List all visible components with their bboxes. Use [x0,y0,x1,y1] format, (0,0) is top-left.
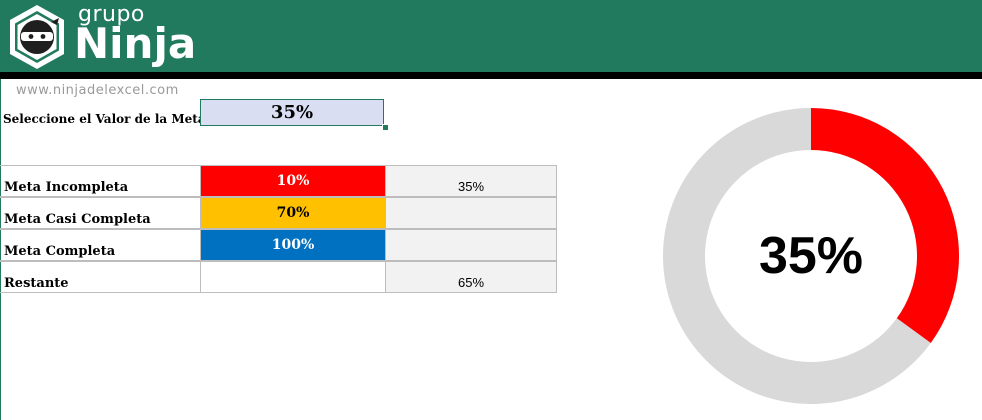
row-extra-cell[interactable] [385,197,557,229]
goal-value-cell[interactable]: 35% [200,99,384,126]
brand-small-text: grupo [78,2,145,27]
ninja-logo-icon [10,5,64,69]
donut-slice-goal[interactable] [811,108,959,343]
row-value-cell[interactable]: 70% [200,197,386,229]
brand-name: Ninja [74,19,197,68]
row-extra-cell[interactable]: 65% [385,261,557,293]
goal-selector-label: Seleccione el Valor de la Meta: [3,112,211,126]
row-label[interactable]: Meta Casi Completa [0,197,201,229]
website-link[interactable]: www.ninjadelexcel.com [16,83,179,98]
fill-handle[interactable] [382,124,389,131]
row-extra-cell[interactable] [385,229,557,261]
row-extra-cell[interactable]: 35% [385,165,557,197]
row-value-cell[interactable]: 10% [200,165,386,197]
row-label[interactable]: Meta Completa [0,229,201,261]
row-value-cell[interactable]: 100% [200,229,386,261]
header-banner: grupo Ninja [0,0,982,72]
donut-chart: 35% [663,108,959,404]
donut-center-label: 35% [758,227,864,285]
sheet-edge [0,79,1,420]
row-label[interactable]: Meta Incompleta [0,165,201,197]
donut-slice-remaining[interactable] [663,108,931,404]
donut-chart-svg [663,108,959,404]
row-label[interactable]: Restante [0,261,201,293]
banner-divider [0,72,982,79]
row-value-cell[interactable] [200,261,386,293]
